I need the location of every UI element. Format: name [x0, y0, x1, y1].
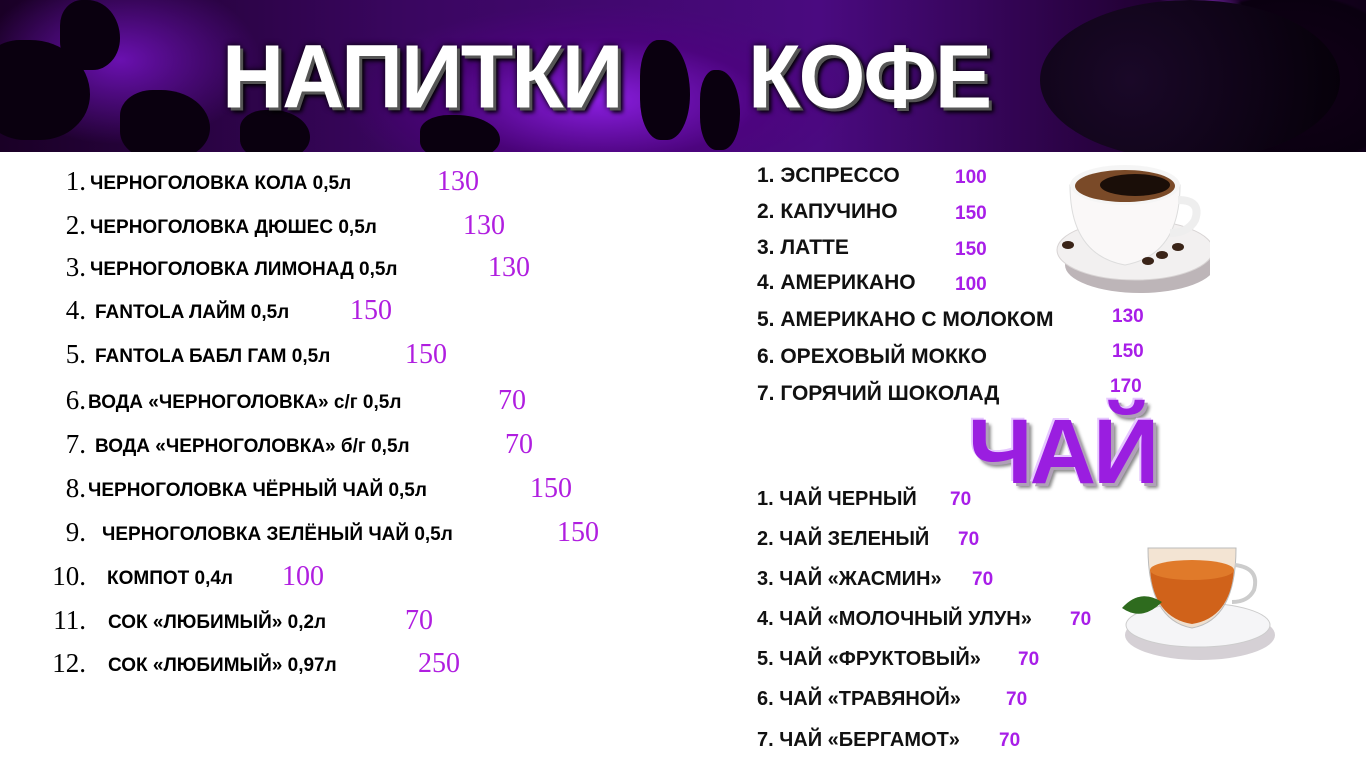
item-name: 4. ЧАЙ «МОЛОЧНЫЙ УЛУН» — [757, 608, 1032, 630]
item-number: 9. — [65, 517, 86, 547]
item-name: СОК «ЛЮБИМЫЙ» 0,97л — [108, 655, 337, 676]
item-name: 6. ОРЕХОВЫЙ МОККО — [757, 345, 987, 368]
item-price: 70 — [498, 385, 526, 416]
item-price: 150 — [405, 339, 447, 370]
item-price: 150 — [1112, 341, 1144, 362]
item-number: 5. — [65, 339, 86, 369]
item-number: 1. — [65, 166, 86, 196]
item-price: 70 — [1006, 689, 1028, 710]
item-number: 4. — [65, 295, 86, 325]
asteroid-decoration — [700, 70, 740, 150]
item-price: 150 — [557, 517, 599, 548]
item-number: 12. — [52, 648, 86, 678]
item-price: 70 — [950, 489, 972, 510]
item-price: 170 — [1110, 376, 1142, 397]
item-name: 4. АМЕРИКАНО — [757, 271, 916, 294]
item-name: ЧЕРНОГОЛОВКА ДЮШЕС 0,5л — [90, 217, 377, 238]
item-price: 100 — [955, 274, 987, 295]
item-name: ЧЕРНОГОЛОВКА ЧЁРНЫЙ ЧАЙ 0,5л — [88, 480, 427, 501]
asteroid-decoration — [640, 40, 690, 140]
item-price: 70 — [405, 605, 433, 636]
planet-decoration — [1040, 0, 1340, 152]
item-number: 7. — [65, 429, 86, 459]
item-price: 150 — [955, 203, 987, 224]
item-price: 130 — [488, 252, 530, 283]
item-name: ЧЕРНОГОЛОВКА ЛИМОНАД 0,5л — [90, 259, 398, 280]
item-number: 6. — [65, 385, 86, 415]
item-price: 250 — [418, 648, 460, 679]
item-price: 150 — [530, 473, 572, 504]
item-price: 150 — [350, 295, 392, 326]
item-name: FANTOLA ЛАЙМ 0,5л — [95, 302, 290, 323]
item-price: 70 — [958, 529, 980, 550]
item-name: 1. ЧАЙ ЧЕРНЫЙ — [757, 488, 917, 510]
item-number: 2. — [65, 210, 86, 240]
item-name: 7. ЧАЙ «БЕРГАМОТ» — [757, 729, 960, 751]
coffee-cup-image — [1056, 165, 1210, 293]
item-price: 130 — [437, 166, 479, 197]
item-name: 5. АМЕРИКАНО С МОЛОКОМ — [757, 308, 1054, 331]
header-banner: НАПИТКИ КОФЕ — [0, 0, 1366, 152]
tea-title: ЧАЙ — [968, 401, 1159, 503]
item-number: 3. — [65, 252, 86, 282]
item-price: 130 — [1112, 306, 1144, 327]
item-price: 100 — [282, 561, 324, 592]
item-name: СОК «ЛЮБИМЫЙ» 0,2л — [108, 612, 327, 633]
item-price: 100 — [955, 167, 987, 188]
item-price: 70 — [1070, 609, 1092, 630]
item-price: 130 — [463, 210, 505, 241]
item-name: 5. ЧАЙ «ФРУКТОВЫЙ» — [757, 648, 981, 670]
asteroid-decoration — [120, 90, 210, 152]
item-name: 6. ЧАЙ «ТРАВЯНОЙ» — [757, 688, 961, 710]
item-name: КОМПОТ 0,4л — [107, 568, 234, 589]
item-name: 1. ЭСПРЕССО — [757, 164, 900, 187]
tea-cup-image — [1122, 547, 1275, 660]
item-name: 3. ЧАЙ «ЖАСМИН» — [757, 568, 942, 590]
item-name: FANTOLA БАБЛ ГАМ 0,5л — [95, 346, 331, 367]
item-name: ВОДА «ЧЕРНОГОЛОВКА» б/г 0,5л — [95, 436, 410, 457]
item-name: 3. ЛАТТЕ — [757, 236, 849, 259]
item-name: ЧЕРНОГОЛОВКА КОЛА 0,5л — [90, 173, 352, 194]
item-number: 8. — [65, 473, 86, 503]
asteroid-decoration — [420, 115, 500, 152]
item-price: 70 — [999, 730, 1021, 751]
item-number: 10. — [52, 561, 86, 591]
item-price: 70 — [505, 429, 533, 460]
coffee-title: КОФЕ — [748, 26, 992, 128]
item-number: 11. — [53, 605, 86, 635]
item-name: 2. ЧАЙ ЗЕЛЕНЫЙ — [757, 528, 930, 550]
item-price: 70 — [1018, 649, 1040, 670]
item-name: ВОДА «ЧЕРНОГОЛОВКА» с/г 0,5л — [88, 392, 402, 413]
item-price: 150 — [955, 239, 987, 260]
drinks-title: НАПИТКИ — [222, 26, 624, 128]
item-name: 2. КАПУЧИНО — [757, 200, 898, 223]
asteroid-decoration — [60, 0, 120, 70]
item-name: 7. ГОРЯЧИЙ ШОКОЛАД — [757, 382, 1000, 405]
asteroid-decoration — [240, 110, 310, 152]
item-price: 70 — [972, 569, 994, 590]
item-name: ЧЕРНОГОЛОВКА ЗЕЛЁНЫЙ ЧАЙ 0,5л — [102, 524, 453, 545]
